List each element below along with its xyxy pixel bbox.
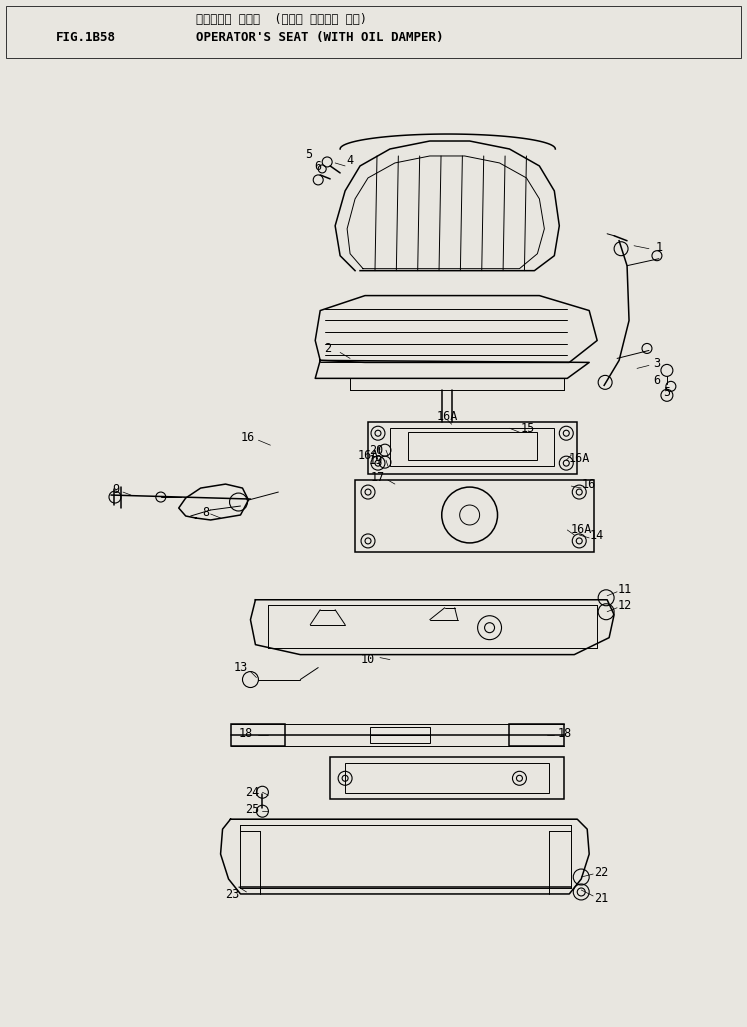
Text: 5: 5 [663, 386, 671, 398]
Text: 3: 3 [654, 357, 660, 370]
Text: 21: 21 [594, 892, 608, 906]
Text: 16: 16 [582, 478, 596, 491]
Text: 17: 17 [371, 470, 385, 484]
Text: 25: 25 [245, 803, 259, 815]
Text: 5: 5 [305, 149, 311, 161]
Bar [345, 763, 549, 793]
Text: オペレータ シート  (オイル ダンパー 付き): オペレータ シート (オイル ダンパー 付き) [196, 13, 367, 26]
Text: 20: 20 [369, 444, 383, 457]
Text: 18: 18 [238, 727, 252, 739]
Text: 16A: 16A [568, 452, 590, 464]
Text: 6: 6 [314, 160, 322, 174]
Text: 22: 22 [594, 866, 608, 878]
Bar [368, 422, 577, 474]
Text: 1: 1 [655, 241, 663, 255]
Bar [390, 428, 554, 466]
Text: 16A: 16A [571, 524, 592, 536]
Text: 14: 14 [590, 530, 604, 542]
Bar [408, 432, 537, 460]
Text: 16A: 16A [437, 410, 459, 423]
Text: OPERATOR'S SEAT (WITH OIL DAMPER): OPERATOR'S SEAT (WITH OIL DAMPER) [196, 31, 443, 44]
Text: 2: 2 [325, 342, 332, 355]
Text: 9: 9 [112, 483, 120, 496]
Text: 19: 19 [369, 454, 383, 466]
Bar [509, 724, 564, 747]
Text: 4: 4 [347, 154, 353, 167]
Text: 12: 12 [618, 599, 632, 612]
Text: 8: 8 [202, 505, 209, 519]
Text: 15: 15 [521, 422, 535, 434]
Text: 23: 23 [226, 888, 240, 902]
Text: 16A: 16A [357, 449, 379, 462]
Text: 18: 18 [557, 727, 571, 739]
Bar [330, 757, 564, 799]
Bar [7, 6, 740, 59]
Text: 6: 6 [654, 374, 660, 387]
Bar [355, 480, 594, 551]
Text: 10: 10 [361, 653, 375, 667]
Bar [231, 724, 285, 747]
Text: 16: 16 [241, 430, 255, 444]
Text: 24: 24 [245, 786, 259, 799]
Text: FIG.1B58: FIG.1B58 [56, 31, 117, 44]
Text: 13: 13 [233, 661, 247, 674]
Bar [370, 727, 430, 744]
Text: 11: 11 [618, 583, 632, 597]
